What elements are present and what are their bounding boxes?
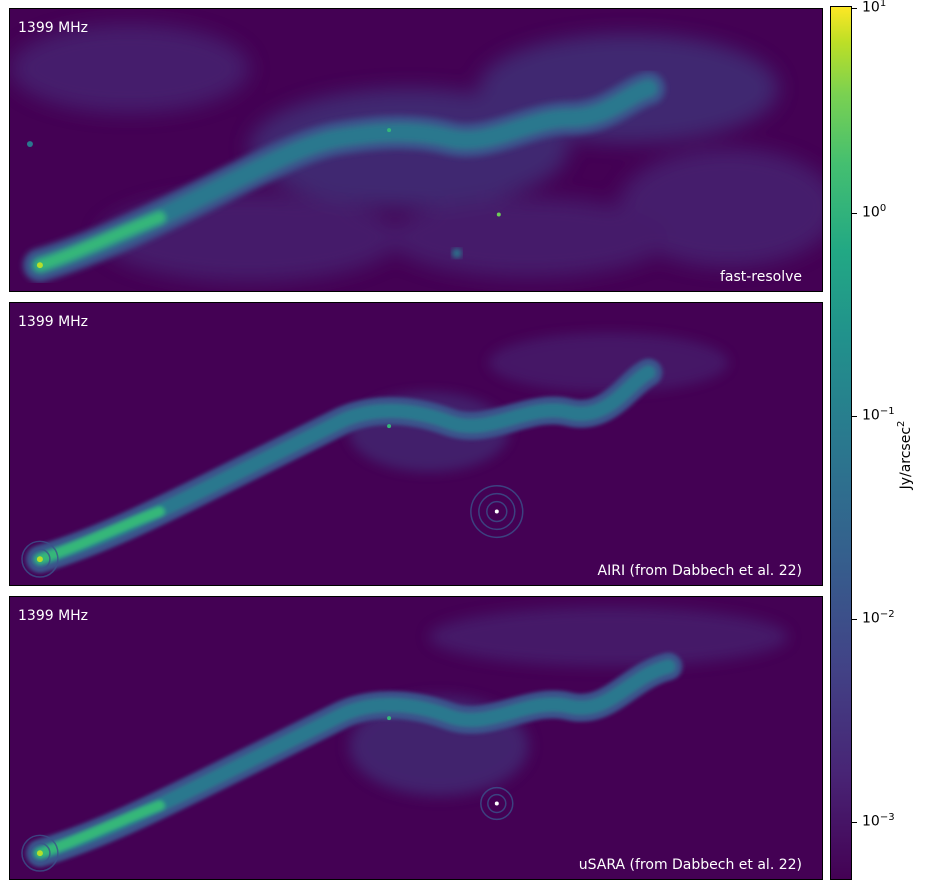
point-source — [451, 248, 462, 259]
point-source — [387, 424, 392, 429]
radio-image — [21, 332, 729, 578]
ring-artifacts — [21, 786, 514, 872]
colorbar-tick — [852, 416, 857, 417]
point-source — [494, 509, 499, 514]
frequency-label: 1399 MHz — [18, 20, 89, 36]
jet — [25, 358, 663, 574]
core-source — [36, 850, 43, 857]
jet — [25, 652, 683, 868]
image-panel-airi: 1399 MHz AIRI (from Dabbech et al. 22) — [9, 302, 823, 586]
colorbar-tick-label: 10−1 — [862, 406, 895, 424]
radio-image — [10, 23, 822, 283]
ring-artifacts — [21, 484, 524, 578]
colorbar-tick — [852, 8, 857, 9]
method-label: AIRI (from Dabbech et al. 22) — [597, 563, 802, 579]
frequency-label: 1399 MHz — [18, 314, 89, 330]
point-source — [26, 141, 33, 148]
colorbar-tick-label: 10−2 — [862, 609, 895, 627]
method-label: uSARA (from Dabbech et al. 22) — [578, 857, 802, 873]
colorbar-tick-label: 100 — [862, 203, 887, 221]
core-source — [36, 262, 43, 269]
point-source — [496, 212, 501, 217]
image-panel-usara: 1399 MHz uSARA (from Dabbech et al. 22) — [9, 596, 823, 880]
colorbar — [830, 6, 852, 880]
colorbar-tick — [852, 619, 857, 620]
colorbar-tick — [852, 213, 857, 214]
method-label: fast-resolve — [719, 269, 802, 285]
frequency-label: 1399 MHz — [18, 608, 89, 624]
colorbar-tick — [852, 822, 857, 823]
colorbar-label: Jy/arcsec2 — [896, 420, 914, 490]
jet — [22, 71, 666, 283]
point-source — [494, 801, 499, 806]
colorbar-tick-label: 10−3 — [862, 812, 895, 830]
point-source — [387, 716, 392, 721]
image-panel-fast-resolve: 1399 MHz fast-resolve — [9, 8, 823, 292]
radio-image — [21, 606, 789, 872]
point-source — [387, 128, 392, 133]
core-source — [36, 556, 43, 563]
colorbar-tick-label: 101 — [862, 0, 887, 16]
